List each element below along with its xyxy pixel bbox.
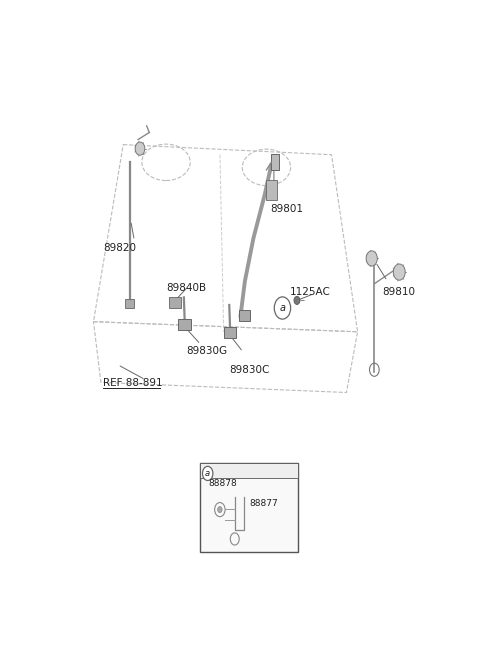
Circle shape (135, 142, 145, 155)
Bar (168, 298, 181, 307)
Text: 89801: 89801 (270, 204, 303, 214)
Text: 89820: 89820 (103, 243, 136, 254)
Circle shape (203, 466, 213, 480)
Bar (239, 309, 250, 321)
Text: 89810: 89810 (382, 287, 415, 298)
Text: 89830G: 89830G (186, 346, 228, 356)
Bar (266, 180, 277, 200)
Circle shape (294, 296, 300, 304)
Text: REF 88-891: REF 88-891 (103, 378, 162, 388)
Bar (224, 327, 236, 338)
Text: a: a (279, 303, 286, 313)
Circle shape (217, 507, 222, 512)
Circle shape (366, 251, 377, 266)
Text: 89840B: 89840B (166, 283, 206, 293)
Bar (200, 463, 298, 552)
Text: 88878: 88878 (209, 479, 238, 488)
Bar (200, 463, 298, 478)
Text: a: a (205, 469, 210, 478)
Circle shape (393, 264, 405, 280)
Circle shape (274, 297, 291, 319)
Text: 88877: 88877 (250, 499, 278, 509)
Bar (125, 300, 134, 307)
Text: 1125AC: 1125AC (290, 287, 331, 298)
Bar (178, 319, 191, 330)
Bar (271, 154, 279, 170)
Text: 89830C: 89830C (229, 365, 270, 374)
